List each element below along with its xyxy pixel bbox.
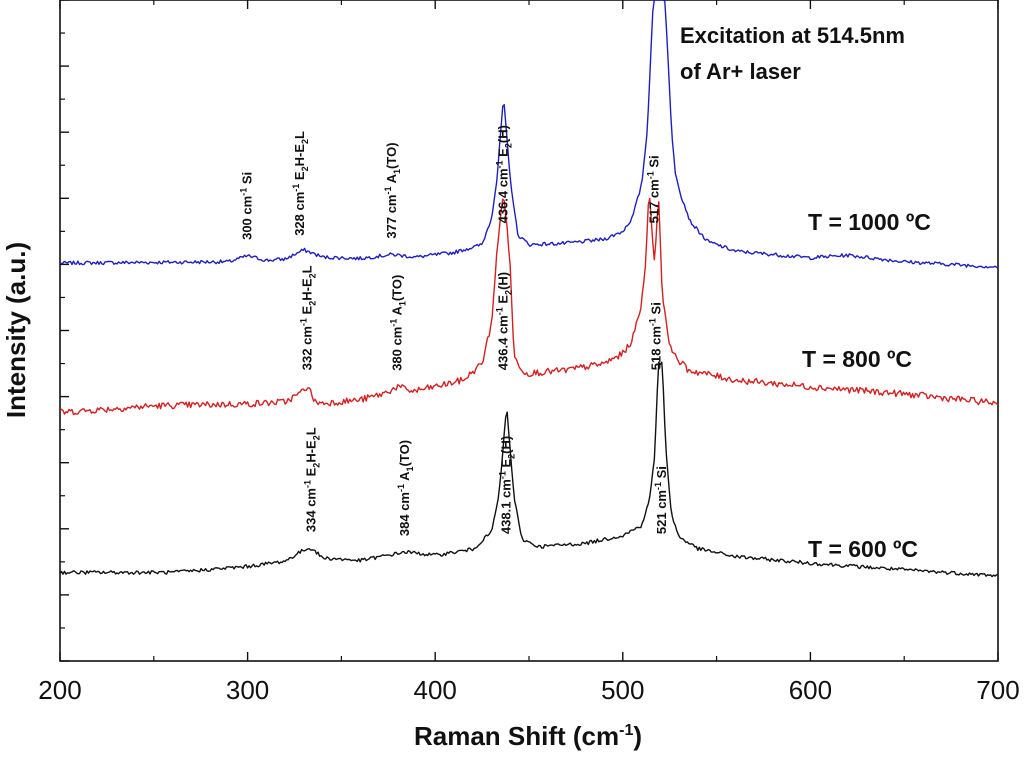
x-tick-label: 300	[226, 675, 269, 705]
x-tick-label: 700	[976, 675, 1019, 705]
series-label-1000: T = 1000 ºC	[808, 209, 931, 235]
peak-label: 380 cm-1 A1(TO)	[389, 275, 408, 371]
peak-label: 521 cm-1 Si	[653, 466, 669, 534]
x-axis-title: Raman Shift (cm-1)	[414, 721, 642, 751]
peak-label: 328 cm-1 E2H-E2L	[291, 131, 310, 236]
annotation-line-1: Excitation at 514.5nm	[680, 23, 905, 48]
series-line-0	[59, 0, 999, 269]
series-label-800: T = 800 ºC	[802, 346, 912, 372]
annotation-line-2: of Ar+ laser	[680, 59, 801, 84]
peak-label: 436.4 cm-1 E2(H)	[495, 272, 514, 370]
y-axis-title: Intensity (a.u.)	[1, 242, 31, 418]
peak-label: 300 cm-1 Si	[239, 172, 255, 240]
x-tick-label: 500	[601, 675, 644, 705]
series-line-2	[59, 361, 999, 578]
x-tick-label: 600	[789, 675, 832, 705]
peak-label: 332 cm-1 E2H-E2L	[299, 265, 318, 370]
axis-ticks: 200 300 400 500 600 700	[38, 0, 1020, 705]
peak-labels-layer: 300 cm-1 Si 328 cm-1 E2H-E2L 377 cm-1 A1(T…	[239, 125, 670, 536]
peak-label: 517 cm-1 Si	[646, 155, 662, 223]
peak-label: 436.4 cm-1 E2(H)	[495, 125, 514, 223]
series-layer	[59, 0, 999, 578]
x-tick-label: 400	[414, 675, 457, 705]
peak-label: 438.1 cm-1 E2(H)	[498, 436, 517, 534]
series-line-1	[59, 197, 999, 416]
peak-label: 334 cm-1 E2H-E2L	[302, 427, 321, 532]
series-label-600: T = 600 ºC	[808, 536, 918, 562]
peak-label: 377 cm-1 A1(TO)	[383, 142, 402, 238]
series-labels: T = 1000 ºC T = 800 ºC T = 600 ºC	[802, 209, 931, 562]
peak-label: 518 cm-1 Si	[648, 302, 664, 370]
x-tick-label: 200	[38, 675, 81, 705]
annotation: Excitation at 514.5nm of Ar+ laser	[680, 23, 905, 84]
peak-label: 384 cm-1 A1(TO)	[396, 440, 415, 536]
